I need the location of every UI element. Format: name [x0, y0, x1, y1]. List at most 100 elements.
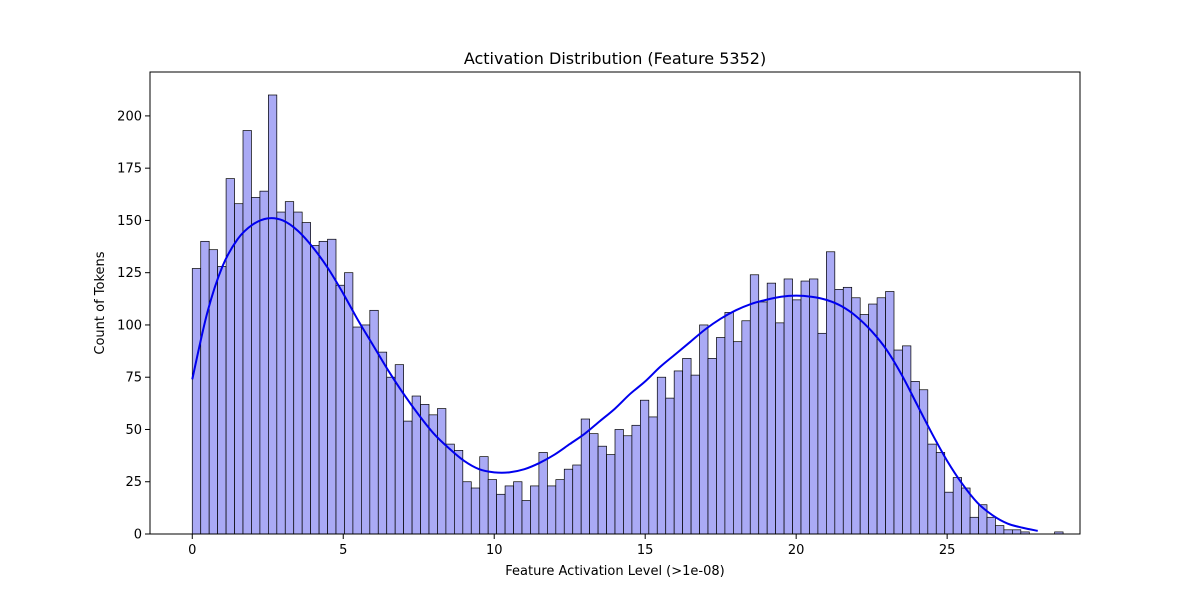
x-axis-ticks: 0 5 10 15 20 25 — [188, 534, 955, 558]
histogram-bar — [986, 516, 996, 535]
histogram-bar — [935, 452, 946, 535]
histogram-bar — [631, 424, 641, 535]
histogram-bar — [327, 238, 337, 535]
histogram-bar — [521, 500, 531, 535]
histogram-bar — [910, 381, 920, 535]
y-tick-label: 125 — [117, 266, 142, 281]
histogram-bar — [217, 266, 227, 535]
histogram-bar — [826, 251, 836, 535]
kde-curve — [191, 217, 1038, 532]
x-tick-label: 25 — [939, 543, 956, 558]
histogram-bar — [842, 286, 853, 535]
histogram-bar — [276, 211, 286, 535]
histogram-bar — [885, 291, 895, 535]
histogram-bar — [394, 364, 404, 535]
histogram-bar — [817, 332, 827, 535]
histogram-bar — [318, 240, 328, 535]
histogram-bar — [902, 345, 912, 535]
histogram-bar — [504, 485, 514, 535]
histogram-bar — [293, 211, 303, 535]
histogram-bar — [547, 485, 557, 535]
histogram-bar — [673, 370, 683, 535]
histogram-bar — [614, 429, 624, 535]
histogram-bar — [665, 397, 675, 535]
histogram-bar — [530, 485, 540, 535]
histogram-bar — [335, 284, 345, 535]
histogram-bar — [800, 280, 810, 535]
histogram-bar — [225, 178, 235, 535]
histogram-bars — [191, 94, 1064, 535]
y-tick-label: 150 — [117, 214, 142, 229]
histogram-bar — [834, 289, 844, 535]
histogram-bar — [555, 479, 565, 535]
histogram-bar — [403, 420, 413, 535]
histogram-bar — [513, 481, 523, 535]
histogram-bar — [496, 493, 506, 535]
y-axis-label: Count of Tokens — [93, 251, 108, 354]
histogram-bar — [699, 324, 709, 535]
histogram-bar — [191, 268, 202, 535]
histogram-bar — [538, 452, 548, 535]
plot-frame — [149, 71, 1081, 535]
histogram-bar — [597, 445, 607, 535]
y-tick-label: 100 — [117, 318, 142, 333]
histogram-bar — [809, 278, 819, 535]
histogram-bar — [361, 324, 371, 535]
histogram-bar — [758, 301, 768, 535]
histogram-bar — [589, 433, 599, 535]
histogram-bar — [995, 525, 1005, 535]
histogram-bar — [242, 130, 252, 535]
x-tick-label: 15 — [637, 543, 654, 558]
histogram-bar — [623, 435, 633, 535]
x-tick-label: 5 — [339, 543, 347, 558]
y-tick-label: 0 — [134, 528, 142, 543]
histogram-bar — [1003, 529, 1013, 535]
histogram-bar — [749, 274, 760, 535]
histogram-bar — [859, 314, 869, 535]
histogram-bar — [445, 443, 455, 535]
y-tick-label: 25 — [125, 475, 142, 490]
histogram-bar — [251, 197, 261, 535]
histogram-bar — [606, 454, 616, 535]
histogram-bar — [200, 240, 210, 535]
histogram-bar — [783, 278, 793, 535]
histogram-bar — [301, 222, 311, 535]
histogram-bar — [961, 487, 971, 535]
y-axis-ticks: 0 25 50 75 100 125 150 175 200 — [117, 109, 150, 543]
y-tick-label: 50 — [125, 423, 142, 438]
y-tick-label: 200 — [117, 109, 142, 124]
histogram-bar — [572, 464, 582, 535]
y-tick-label: 175 — [117, 162, 142, 177]
histogram-bar — [462, 481, 472, 535]
histogram-bar — [716, 337, 726, 535]
histogram-bar — [656, 376, 667, 535]
histogram-bar — [733, 341, 743, 535]
histogram-bar — [952, 477, 962, 535]
histogram-bar — [682, 358, 692, 535]
histogram-bar — [792, 299, 802, 535]
histogram-bar — [775, 322, 785, 535]
histogram-bar — [927, 443, 937, 535]
histogram-bar — [284, 201, 295, 535]
histogram-bar — [707, 358, 717, 535]
histogram-bar — [310, 245, 320, 535]
histogram-bar — [344, 272, 354, 535]
histogram-bar — [868, 303, 878, 535]
histogram-bar — [876, 297, 886, 535]
histogram-bar — [352, 326, 362, 535]
histogram-bar — [969, 516, 979, 535]
histogram-bar — [944, 491, 954, 535]
histogram-bar — [437, 408, 447, 535]
histogram-bar — [724, 312, 734, 535]
histogram-bar — [386, 376, 396, 535]
histogram-bar — [640, 399, 650, 535]
histogram-bar — [234, 203, 244, 535]
histogram-bar — [1012, 529, 1022, 535]
x-tick-label: 0 — [188, 543, 196, 558]
histogram-bar — [766, 282, 776, 535]
histogram-bar — [259, 190, 269, 535]
histogram-bar — [563, 468, 574, 535]
x-tick-label: 10 — [486, 543, 503, 558]
x-tick-label: 20 — [788, 543, 805, 558]
